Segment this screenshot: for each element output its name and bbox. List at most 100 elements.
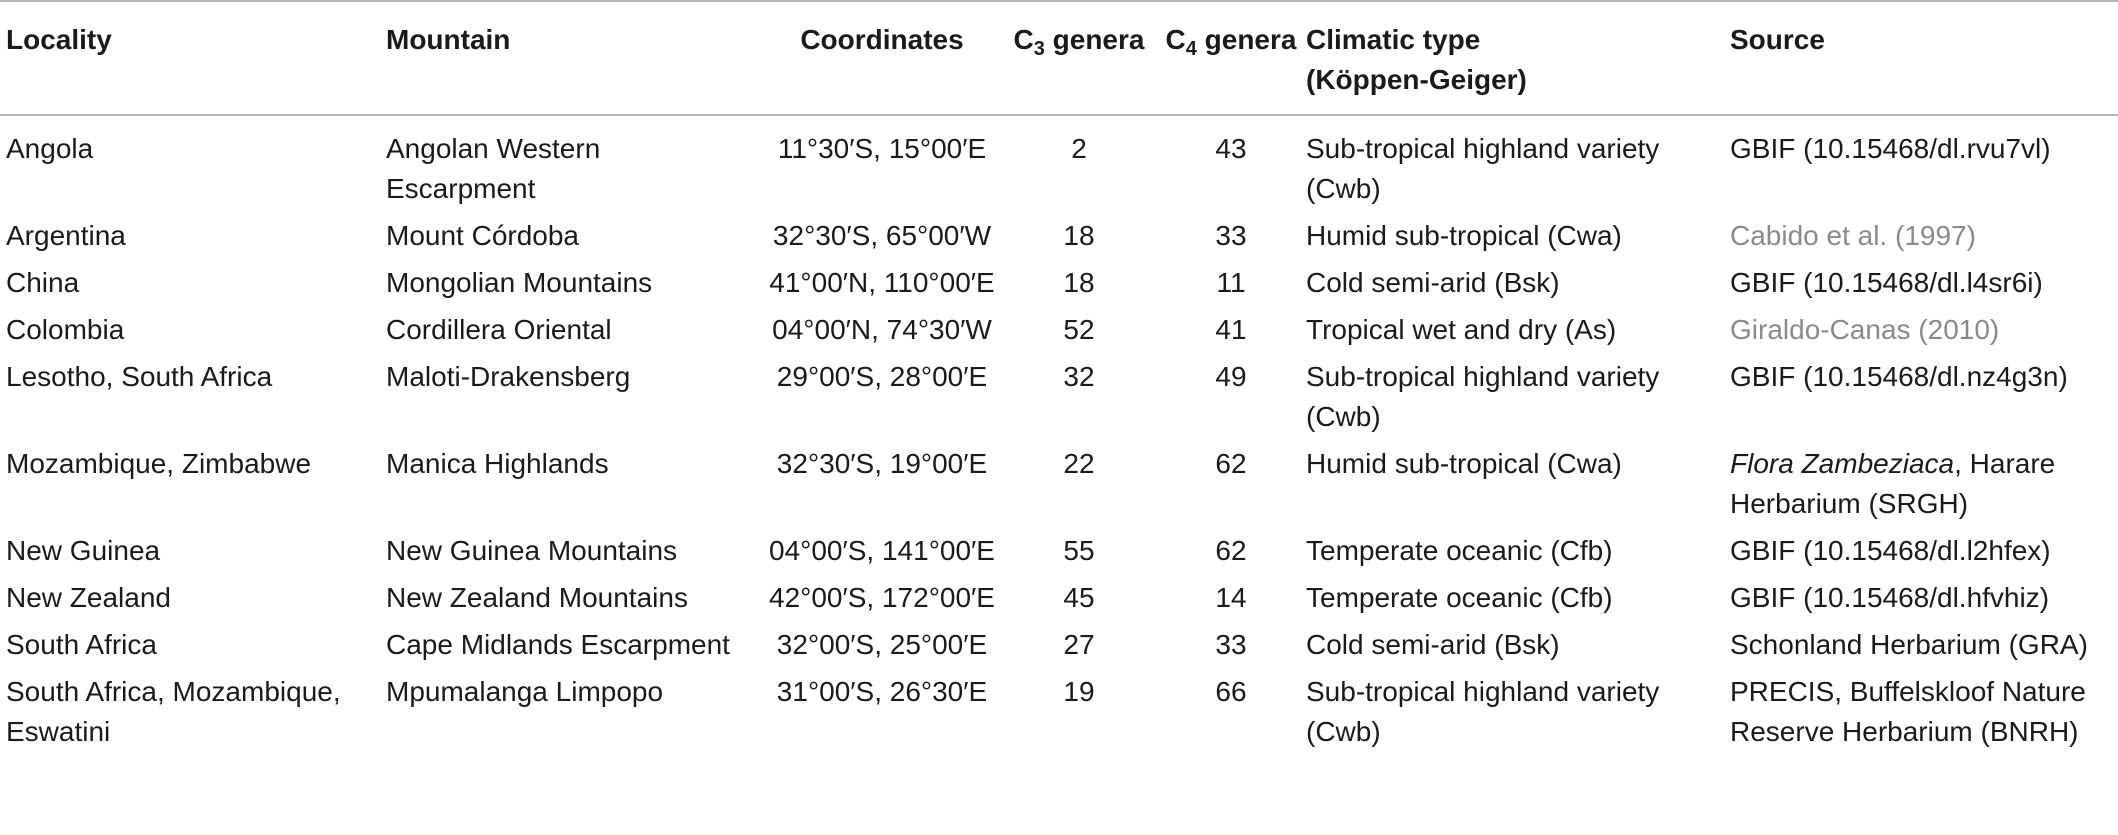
citation-link[interactable]: Cabido et al. (1997): [1730, 220, 1976, 251]
source-rest: , Harare Herbarium (SRGH): [1730, 448, 2056, 519]
cell-locality: China: [6, 267, 80, 298]
cell-locality: Argentina: [6, 220, 126, 251]
cell-coordinates: 31°00′S, 26°30′E: [776, 676, 988, 707]
cell-climatic: Sub-tropical highland variety (Cwb): [1306, 676, 1660, 747]
cell-locality: Colombia: [6, 314, 125, 345]
header-c4-subscript: 4: [1185, 38, 1197, 60]
header-c3-prefix: C: [1013, 24, 1034, 55]
header-row: Locality Mountain Coordinates C3 genera …: [0, 1, 2118, 115]
header-coordinates: Coordinates: [800, 24, 964, 55]
table-row: South Africa, Mozambique, Eswatini Mpuma…: [0, 667, 2118, 754]
cell-source: Cabido et al. (1997): [1730, 211, 2118, 258]
cell-c4: 62: [1215, 448, 1247, 479]
cell-c4: 41: [1215, 314, 1247, 345]
table-row: Mozambique, Zimbabwe Manica Highlands 32…: [0, 439, 2118, 526]
cell-c3: 22: [1063, 448, 1095, 479]
table-row: New Guinea New Guinea Mountains 04°00′S,…: [0, 526, 2118, 573]
cell-c3: 45: [1063, 582, 1095, 613]
cell-coordinates: 29°00′S, 28°00′E: [776, 361, 988, 392]
header-locality: Locality: [6, 24, 112, 55]
header-c4-prefix: C: [1165, 24, 1186, 55]
cell-locality: Angola: [6, 133, 94, 164]
cell-source: GBIF (10.15468/dl.nz4g3n): [1730, 361, 2068, 392]
cell-climatic: Tropical wet and dry (As): [1306, 314, 1617, 345]
cell-coordinates: 42°00′S, 172°00′E: [769, 582, 995, 613]
cell-mountain: Cordillera Oriental: [386, 314, 612, 345]
cell-coordinates: 32°00′S, 25°00′E: [776, 629, 988, 660]
cell-c4: 62: [1215, 535, 1247, 566]
cell-mountain: Mongolian Mountains: [386, 267, 653, 298]
cell-coordinates: 32°30′S, 65°00′W: [772, 220, 992, 251]
cell-climatic: Sub-tropical highland variety (Cwb): [1306, 133, 1660, 204]
cell-c3: 55: [1063, 535, 1095, 566]
cell-c4: 11: [1216, 267, 1246, 298]
table-row: Colombia Cordillera Oriental 04°00′N, 74…: [0, 305, 2118, 352]
cell-source: Flora Zambeziaca, Harare Herbarium (SRGH…: [1730, 439, 2118, 526]
table-row: Angola Angolan Western Escarpment 11°30′…: [0, 115, 2118, 211]
header-climatic-type: Climatic type (Köppen-Geiger): [1306, 1, 1730, 115]
cell-c4: 49: [1215, 361, 1247, 392]
table-row: China Mongolian Mountains 41°00′N, 110°0…: [0, 258, 2118, 305]
header-c3-suffix: genera: [1044, 24, 1145, 55]
cell-mountain: Cape Midlands Escarpment: [386, 629, 730, 660]
cell-mountain: New Zealand Mountains: [386, 582, 688, 613]
cell-c3: 18: [1063, 267, 1095, 298]
header-c4-genera: C4 genera: [1156, 1, 1306, 115]
cell-coordinates: 04°00′S, 141°00′E: [769, 535, 995, 566]
cell-climatic: Cold semi-arid (Bsk): [1306, 629, 1560, 660]
table-header: Locality Mountain Coordinates C3 genera …: [0, 1, 2118, 115]
cell-locality: South Africa: [6, 629, 157, 660]
header-climatic-line1: Climatic type: [1306, 24, 1481, 55]
table-body: Angola Angolan Western Escarpment 11°30′…: [0, 115, 2118, 754]
cell-c3: 18: [1063, 220, 1095, 251]
cell-source: GBIF (10.15468/dl.l4sr6i): [1730, 267, 2043, 298]
cell-c3: 27: [1063, 629, 1095, 660]
cell-climatic: Humid sub-tropical (Cwa): [1306, 448, 1622, 479]
cell-coordinates: 04°00′N, 74°30′W: [772, 314, 992, 345]
header-climatic-line2: (Köppen-Geiger): [1306, 64, 1527, 95]
cell-c4: 33: [1215, 220, 1247, 251]
cell-locality: New Zealand: [6, 582, 171, 613]
cell-source: GBIF (10.15468/dl.hfvhiz): [1730, 582, 2050, 613]
header-c3-subscript: 3: [1033, 38, 1045, 60]
cell-mountain: New Guinea Mountains: [386, 535, 678, 566]
table-row: South Africa Cape Midlands Escarpment 32…: [0, 620, 2118, 667]
cell-mountain: Manica Highlands: [386, 448, 609, 479]
source-italic: Flora Zambeziaca: [1730, 448, 1955, 479]
cell-locality: Lesotho, South Africa: [6, 361, 273, 392]
cell-climatic: Sub-tropical highland variety (Cwb): [1306, 361, 1660, 432]
cell-climatic: Cold semi-arid (Bsk): [1306, 267, 1560, 298]
cell-mountain: Mpumalanga Limpopo: [386, 676, 664, 707]
cell-coordinates: 11°30′S, 15°00′E: [777, 133, 987, 164]
cell-climatic: Temperate oceanic (Cfb): [1306, 535, 1613, 566]
cell-coordinates: 32°30′S, 19°00′E: [776, 448, 988, 479]
cell-source: Giraldo-Canas (2010): [1730, 305, 2118, 352]
cell-c3: 32: [1063, 361, 1095, 392]
cell-locality: New Guinea: [6, 535, 161, 566]
citation-link[interactable]: Giraldo-Canas (2010): [1730, 314, 2000, 345]
cell-locality: South Africa, Mozambique, Eswatini: [6, 676, 341, 747]
cell-source: GBIF (10.15468/dl.l2hfex): [1730, 535, 2051, 566]
cell-locality: Mozambique, Zimbabwe: [6, 448, 312, 479]
header-mountain: Mountain: [386, 24, 511, 55]
cell-c3: 2: [1071, 133, 1087, 164]
table-row: New Zealand New Zealand Mountains 42°00′…: [0, 573, 2118, 620]
cell-source: PRECIS, Buffelskloof Nature Reserve Herb…: [1730, 676, 2086, 747]
cell-coordinates: 41°00′N, 110°00′E: [769, 267, 995, 298]
cell-source: Schonland Herbarium (GRA): [1730, 629, 2088, 660]
header-source: Source: [1730, 24, 1825, 55]
cell-source: GBIF (10.15468/dl.rvu7vl): [1730, 133, 2051, 164]
cell-c4: 43: [1215, 133, 1247, 164]
cell-climatic: Temperate oceanic (Cfb): [1306, 582, 1613, 613]
cell-c3: 52: [1063, 314, 1095, 345]
header-c4-suffix: genera: [1196, 24, 1297, 55]
cell-c4: 14: [1215, 582, 1247, 613]
header-c3-genera: C3 genera: [1002, 1, 1156, 115]
cell-mountain: Maloti-Drakensberg: [386, 361, 631, 392]
cell-climatic: Humid sub-tropical (Cwa): [1306, 220, 1622, 251]
cell-c3: 19: [1063, 676, 1095, 707]
cell-c4: 66: [1215, 676, 1247, 707]
cell-mountain: Mount Córdoba: [386, 220, 580, 251]
table-row: Argentina Mount Córdoba 32°30′S, 65°00′W…: [0, 211, 2118, 258]
